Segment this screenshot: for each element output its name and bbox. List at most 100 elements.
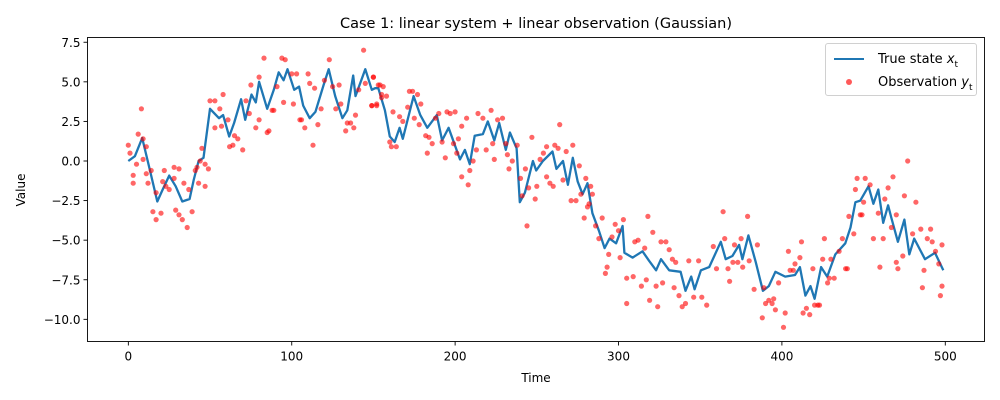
observation-point [624,300,630,307]
legend-item-true-state: True state xt [826,49,958,70]
observation-point [550,183,556,189]
observation-point [655,304,661,310]
observation-point [780,324,787,330]
observation-point [495,117,501,123]
observation-point [218,123,225,129]
observation-point [846,213,852,219]
observation-point [699,294,705,300]
observation-point [859,212,865,218]
observation-point [895,266,901,272]
observation-point [730,259,736,265]
observation-point [573,198,579,204]
observation-point [769,300,775,307]
observation-point [643,277,649,283]
x-tick-label: 200 [444,350,467,364]
observation-point [877,264,883,270]
y-tick-label: 5.0 [61,75,80,89]
observation-point [776,280,782,286]
observation-point [581,215,587,221]
observation-point [763,300,769,307]
observation-point [936,261,942,267]
observation-point [248,82,254,88]
observation-point [658,239,664,245]
observation-point [235,136,241,142]
observation-point [212,98,218,104]
y-tick-label: −2.5 [51,194,80,208]
observation-point [831,275,837,281]
observation-point [343,128,349,134]
observation-point [882,196,888,202]
observation-point [202,161,208,167]
observation-point [225,117,231,123]
y-tick-label: 0.0 [61,155,80,169]
observation-point [243,98,249,104]
observation-point [432,115,439,121]
observation-point [135,131,141,137]
observation-point [691,294,697,300]
observation-point [893,212,899,218]
observation-point [800,310,806,316]
observation-point [797,255,803,261]
observation-point [918,226,924,232]
observation-point [725,266,731,272]
observation-point [326,57,332,63]
observation-point [647,297,653,303]
observation-point [666,247,672,253]
observation-point [552,142,558,148]
observation-point [393,144,399,150]
observation-point [593,223,599,229]
observation-point [294,71,300,77]
observation-point [669,256,676,262]
observation-point [380,84,386,90]
observation-point [645,213,651,219]
observation-point [852,186,859,193]
observation-point [455,136,461,142]
observation-point [483,147,489,153]
observation-point [540,150,547,156]
observation-point [150,209,156,215]
observation-point [290,101,296,107]
observation-point [362,80,368,86]
observation-point [606,251,612,257]
observation-point [854,175,860,181]
observation-point [816,302,823,308]
observation-point [410,88,416,94]
observation-point [302,125,308,131]
observation-point [491,156,497,162]
observation-point [153,190,159,196]
observation-point [153,217,159,223]
legend-label: Observation yt [878,74,973,93]
observation-point [356,87,362,93]
observation-point [617,255,623,261]
observation-point [298,117,305,123]
observation-point [199,145,205,151]
observation-point [602,270,609,276]
observation-point [851,231,857,237]
x-tick-label: 300 [607,350,630,364]
observation-point [148,167,154,174]
observation-point [624,275,630,281]
observation-point [792,261,798,267]
observation-point [266,128,272,134]
observation-point [470,158,476,164]
y-tick-label: −10.0 [44,313,81,327]
observation-point [932,248,939,254]
observation-point [271,107,277,113]
observation-point [499,115,506,121]
observation-point [310,142,316,148]
observation-point [186,186,192,193]
observation-point [374,101,380,107]
observation-point [751,286,757,292]
observation-point [746,258,752,264]
observation-point [612,221,618,227]
observation-point [880,236,886,242]
legend-item-observation: Observation yt [826,72,973,93]
observation-point [400,118,406,124]
observation-point [673,259,679,265]
observation-point [660,280,666,286]
observation-point [722,236,728,242]
observation-point [642,245,648,251]
observation-point [315,122,321,128]
observation-point [140,136,146,142]
observation-point [913,199,919,205]
